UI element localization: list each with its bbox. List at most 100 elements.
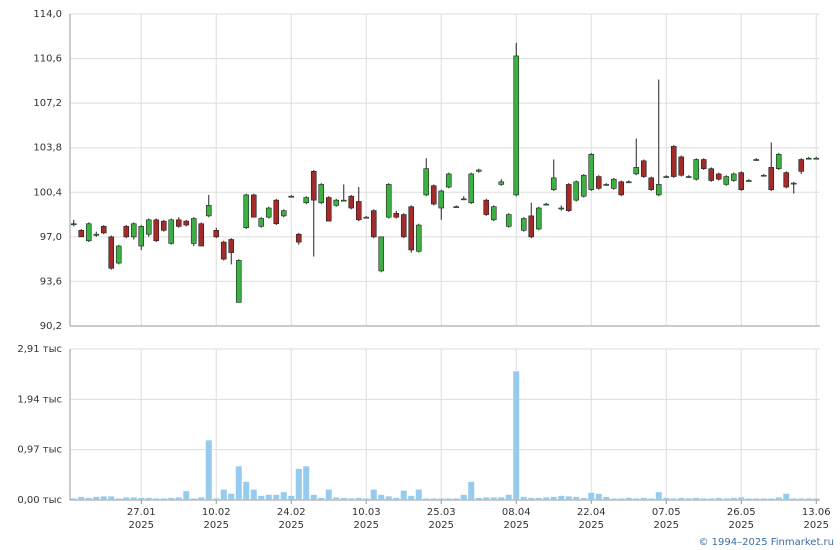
candle-body [228, 239, 235, 253]
candle-body [355, 201, 362, 221]
candle-body [678, 156, 685, 176]
y-tick-label: 97,0 [40, 232, 62, 243]
plot-area [70, 349, 820, 500]
volume-bar [378, 494, 385, 500]
candle-body [378, 236, 385, 272]
candle-body [693, 159, 700, 180]
candle-body [588, 153, 595, 190]
candle-body [543, 203, 550, 206]
x-tick-label: 13.06 2025 [801, 507, 831, 531]
candle-body [573, 181, 580, 201]
volume-bar [385, 496, 392, 500]
y-tick-label: 0,00 тыс [17, 495, 62, 506]
volume-bar [183, 491, 190, 500]
volume-bar [295, 468, 302, 500]
volume-bar [123, 497, 130, 500]
volume-bar [498, 497, 505, 500]
candle-body [700, 159, 707, 169]
volume-bar [453, 498, 460, 500]
y-tick-label: 0,97 тыс [17, 445, 62, 456]
candle-body [265, 207, 272, 218]
volume-bar [115, 498, 122, 500]
candle-body [753, 159, 760, 161]
candle-body [168, 219, 175, 244]
candle-body [183, 220, 190, 226]
candle-body [423, 168, 430, 196]
candle-body [528, 215, 535, 238]
volume-bar [543, 497, 550, 500]
volume-bar [618, 498, 625, 500]
candle-body [93, 233, 100, 236]
volume-bar [625, 497, 632, 500]
volume-bar [813, 498, 820, 500]
candle-body [595, 176, 602, 189]
candle-body [685, 176, 692, 178]
candle-body [460, 198, 467, 201]
volume-bar [333, 497, 340, 500]
volume-bar [558, 495, 565, 500]
volume-bar [745, 498, 752, 500]
volume-bar [168, 497, 175, 500]
y-tick-label: 2,91 тыс [17, 344, 62, 355]
volume-bar [460, 494, 467, 500]
volume-bar [580, 497, 587, 500]
candle-body [333, 199, 340, 206]
volume-bar [408, 495, 415, 500]
candle-body [325, 197, 332, 222]
volume-bar [70, 498, 77, 500]
candle-body [145, 219, 152, 235]
x-tick-label: 26.05 2025 [726, 507, 756, 531]
volume-bar [753, 498, 760, 500]
candle-body [625, 181, 632, 184]
volume-bar [138, 497, 145, 500]
candle-body [310, 171, 317, 201]
candle-body [798, 159, 805, 172]
candle-body [475, 169, 482, 172]
copyright: © 1994–2025 Finmarket.ru [698, 537, 834, 548]
candle-body [363, 216, 370, 219]
candle-body [288, 195, 295, 198]
volume-bar [483, 497, 490, 500]
volume-bar [805, 498, 812, 500]
candle-body [708, 168, 715, 181]
volume-bar [768, 498, 775, 500]
volume-bar [130, 497, 137, 500]
candle-body [453, 206, 460, 209]
candle-body [408, 206, 415, 251]
candle-body [340, 199, 347, 202]
volume-bar [288, 495, 295, 500]
candle-body [85, 223, 92, 242]
x-tick-label: 22.04 2025 [576, 507, 606, 531]
candle-body [250, 194, 257, 218]
volume-bar [678, 497, 685, 500]
candle-body [565, 184, 572, 211]
volume-bar [228, 493, 235, 500]
candle-body [123, 226, 130, 238]
candle-body [790, 182, 797, 185]
candle-body [760, 174, 767, 177]
volume-bar [190, 498, 197, 500]
candle-body [715, 173, 722, 180]
candle-body [430, 185, 437, 205]
candle-body [603, 184, 610, 186]
candle-body [280, 210, 287, 217]
volume-bar [348, 498, 355, 500]
candle-body [730, 173, 737, 181]
volume-bar [243, 481, 250, 500]
volume-bar [153, 498, 160, 500]
volume-bar [250, 489, 257, 500]
candle-body [670, 146, 677, 177]
candle-body [535, 207, 542, 230]
volume-bar [318, 497, 325, 500]
candle-body [258, 218, 265, 227]
volume-bar [528, 497, 535, 500]
candle-body [738, 172, 745, 190]
candle-body [618, 181, 625, 196]
candle-body [648, 177, 655, 190]
volume-bar [520, 496, 527, 500]
candle-body [153, 219, 160, 242]
candle-body [370, 210, 377, 238]
volume-bar [213, 498, 220, 500]
candle-body [115, 245, 122, 264]
candle-body [783, 172, 790, 188]
